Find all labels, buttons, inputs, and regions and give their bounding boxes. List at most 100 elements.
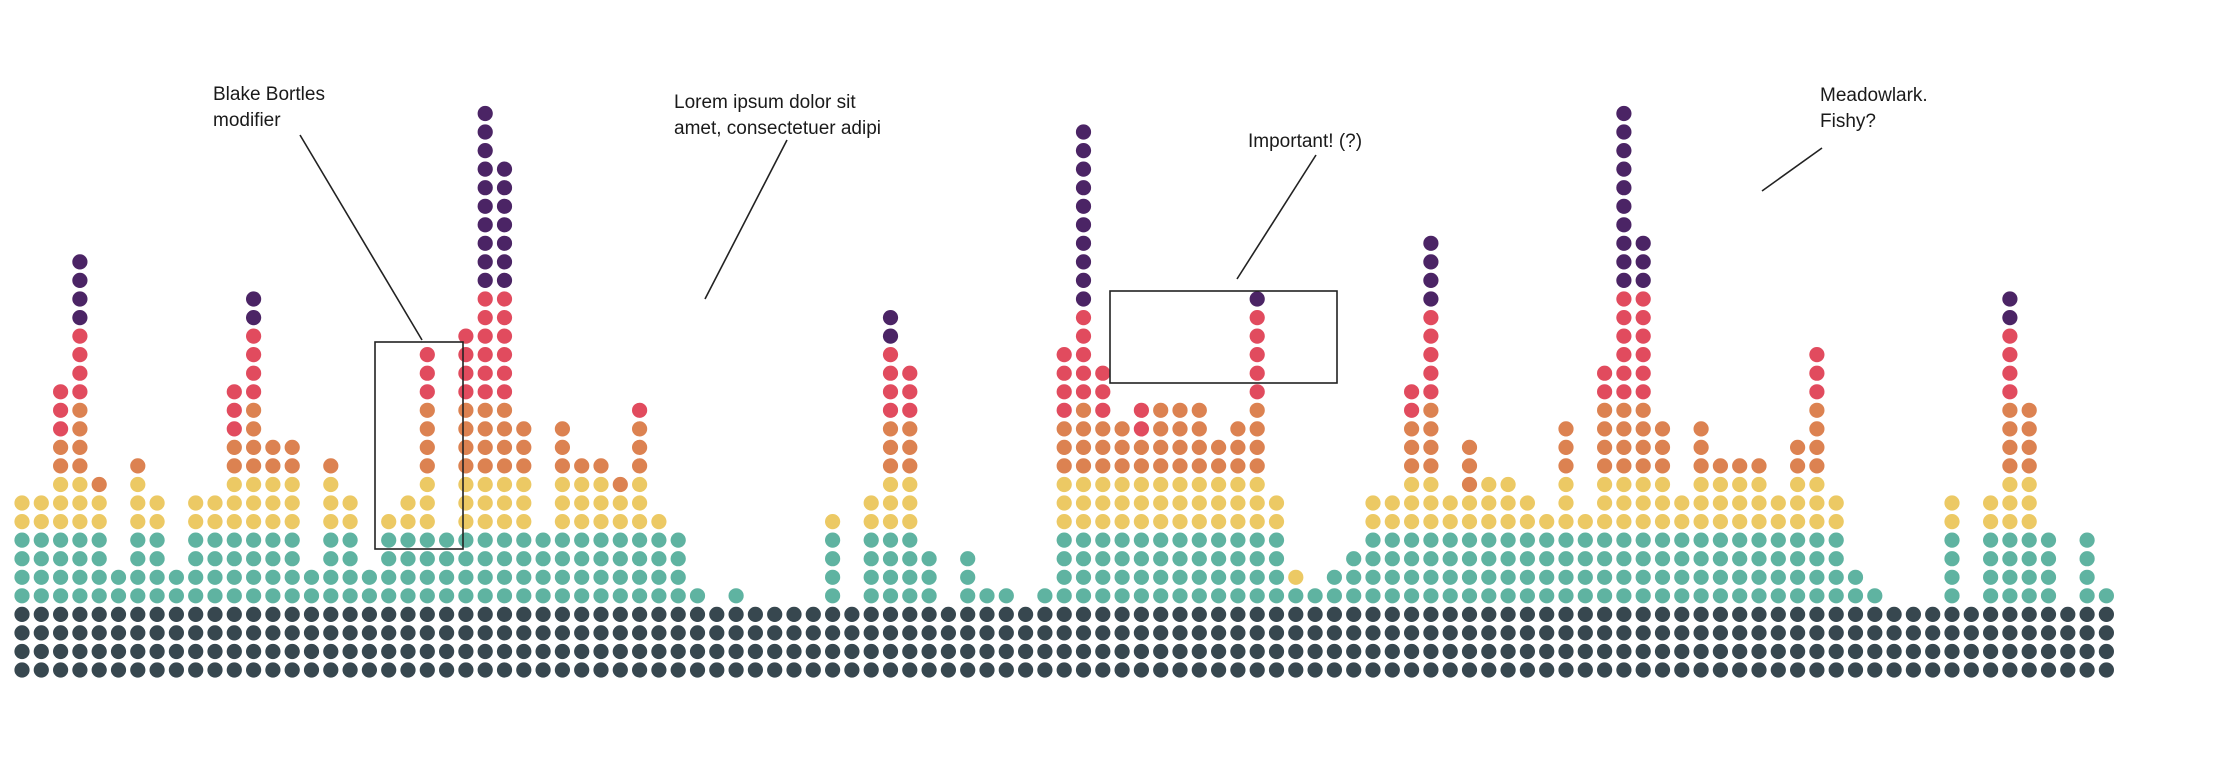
dot-mark <box>651 643 667 660</box>
dot-mark <box>1712 588 1728 604</box>
dot-mark <box>554 495 571 511</box>
dot-mark <box>14 532 30 548</box>
dot-mark <box>805 625 821 641</box>
dot-mark <box>1423 235 1439 251</box>
dot-mark <box>1751 476 1767 493</box>
dot-mark <box>1983 514 1999 530</box>
dot-mark <box>1558 439 1574 455</box>
dot-mark <box>1056 588 1072 604</box>
dot-mark <box>1519 551 1535 567</box>
dot-mark <box>2002 476 2018 493</box>
dot-mark <box>554 606 571 623</box>
dot-mark <box>1481 551 1497 567</box>
dot-mark <box>1654 495 1671 511</box>
dot-mark <box>14 551 30 567</box>
dot-mark <box>1075 439 1092 455</box>
dot-mark <box>1075 476 1092 493</box>
dot-mark <box>439 569 455 585</box>
dot-mark <box>2002 328 2018 344</box>
dot-mark <box>1384 643 1400 660</box>
dot-mark <box>1635 310 1651 326</box>
dot-mark <box>149 495 165 511</box>
dot-mark <box>998 643 1014 660</box>
dot-mark <box>825 662 841 678</box>
dot-mark <box>439 662 455 678</box>
annotation-label: Important! (?) <box>1248 131 1362 152</box>
annotation-meadowlark: Meadowlark. Fishy? <box>1761 85 1928 192</box>
dot-mark <box>207 625 223 641</box>
dot-mark <box>1191 402 1207 418</box>
dot-mark <box>574 662 590 678</box>
dot-mark <box>1751 532 1767 548</box>
dot-mark <box>342 606 358 623</box>
dot-mark <box>805 662 821 678</box>
dot-mark <box>1597 476 1613 493</box>
dot-mark <box>651 588 667 604</box>
dot-mark <box>91 588 107 604</box>
dot-mark <box>1056 476 1072 493</box>
dot-mark <box>1326 569 1342 585</box>
dot-mark <box>496 662 513 678</box>
dot-mark <box>1693 532 1709 548</box>
dot-mark <box>1616 217 1632 233</box>
dot-mark <box>1423 495 1439 511</box>
dot-mark <box>1944 514 1960 530</box>
dot-mark <box>1075 569 1092 585</box>
dot-mark <box>1693 495 1709 511</box>
dot-mark <box>1114 458 1130 474</box>
dot-mark <box>535 532 551 548</box>
dot-mark <box>1191 551 1207 567</box>
dot-mark <box>1770 495 1786 511</box>
dot-mark <box>439 588 455 604</box>
dot-mark <box>1770 532 1786 548</box>
dot-mark <box>1288 588 1304 604</box>
dot-mark <box>246 532 262 548</box>
dot-mark <box>516 476 532 493</box>
dot-mark <box>1944 532 1960 548</box>
dot-mark <box>2002 643 2018 660</box>
dot-mark <box>863 606 879 623</box>
annotation-leader <box>704 139 788 300</box>
dot-mark <box>1191 643 1207 660</box>
dot-mark <box>226 606 242 623</box>
dot-mark <box>2002 606 2018 623</box>
annotation-label-line: Lorem ipsum dolor sit <box>674 92 856 113</box>
dot-mark <box>1075 606 1092 623</box>
dot-mark <box>554 421 571 437</box>
dot-mark <box>535 588 551 604</box>
dot-mark <box>1539 569 1555 585</box>
dot-mark <box>130 662 146 678</box>
dot-mark <box>902 514 918 530</box>
dot-mark <box>1616 384 1632 400</box>
dot-mark <box>2002 347 2018 363</box>
dot-mark <box>439 625 455 641</box>
dot-mark <box>496 272 513 288</box>
dot-mark <box>1770 606 1786 623</box>
dot-mark <box>2002 421 2018 437</box>
dot-mark <box>1654 643 1671 660</box>
dot-mark <box>1211 606 1227 623</box>
dot-mark <box>902 476 918 493</box>
dot-mark <box>130 551 146 567</box>
dot-mark <box>2079 532 2095 548</box>
dot-mark <box>863 569 879 585</box>
dot-mark <box>1577 569 1593 585</box>
dot-mark <box>1095 625 1111 641</box>
dot-mark <box>921 643 937 660</box>
dot-mark <box>921 551 937 567</box>
dot-mark <box>477 439 493 455</box>
dot-mark <box>1075 143 1092 159</box>
dot-mark <box>458 625 474 641</box>
dot-mark <box>1654 662 1671 678</box>
dot-mark <box>1172 495 1188 511</box>
dot-mark <box>1288 569 1304 585</box>
dot-mark <box>882 532 899 548</box>
dot-mark <box>110 643 127 660</box>
dot-mark <box>246 551 262 567</box>
dot-mark <box>1944 606 1960 623</box>
dot-mark <box>1616 402 1632 418</box>
dot-mark <box>1018 662 1034 678</box>
dot-mark <box>1133 476 1149 493</box>
dot-mark <box>1095 606 1111 623</box>
dot-mark <box>342 625 358 641</box>
